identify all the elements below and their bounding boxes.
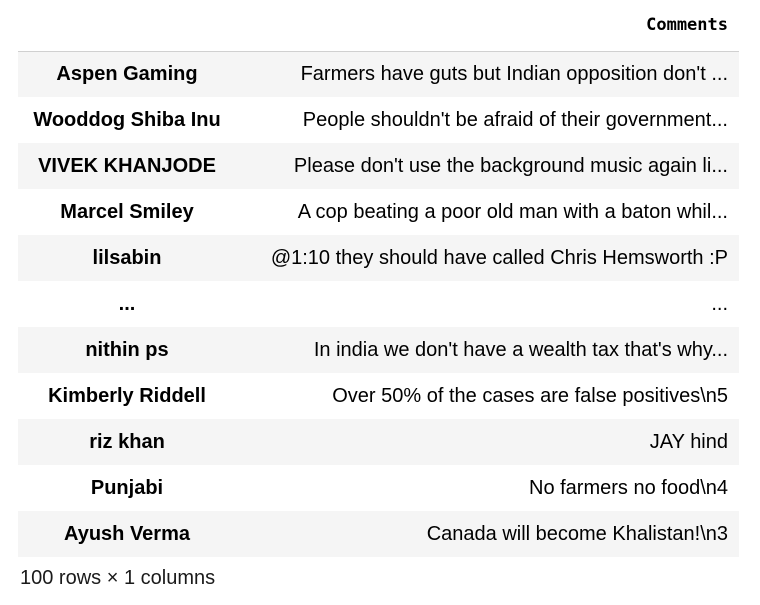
table-row: Kimberly Riddell Over 50% of the cases a… [18, 373, 739, 419]
table-row: Ayush Verma Canada will become Khalistan… [18, 511, 739, 557]
dataframe-container: Comments Aspen Gaming Farmers have guts … [18, 0, 739, 557]
comment-cell: Canada will become Khalistan!\n3 [426, 522, 728, 545]
comment-cell: Over 50% of the cases are false positive… [332, 384, 728, 407]
table-row: riz khan JAY hind [18, 419, 739, 465]
dataframe-table: Comments Aspen Gaming Farmers have guts … [18, 0, 739, 557]
header-row: Comments [18, 0, 739, 52]
comment-cell-ellipsis: ... [711, 292, 728, 315]
table-row: nithin ps In india we don't have a wealt… [18, 327, 739, 373]
table-row: Wooddog Shiba Inu People shouldn't be af… [18, 97, 739, 143]
row-index-ellipsis: ... [118, 292, 136, 315]
comment-cell: No farmers no food\n4 [529, 476, 728, 499]
comment-cell: Farmers have guts but Indian opposition … [300, 62, 728, 85]
comment-cell: People shouldn't be afraid of their gove… [302, 108, 728, 131]
table-row: Marcel Smiley A cop beating a poor old m… [18, 189, 739, 235]
row-index-label: Aspen Gaming [56, 62, 198, 85]
row-index-label: Marcel Smiley [60, 200, 194, 223]
row-index-label: Wooddog Shiba Inu [33, 108, 221, 131]
row-index-label: lilsabin [92, 246, 162, 269]
comment-cell: Please don't use the background music ag… [293, 154, 728, 177]
table-row: lilsabin @1:10 they should have called C… [18, 235, 739, 281]
row-index-label: nithin ps [85, 338, 169, 361]
comment-cell: A cop beating a poor old man with a bato… [297, 200, 728, 223]
comment-cell: @1:10 they should have called Chris Hems… [270, 246, 728, 269]
table-row: Aspen Gaming Farmers have guts but India… [18, 51, 739, 97]
table-row: Punjabi No farmers no food\n4 [18, 465, 739, 511]
row-index-label: VIVEK KHANJODE [38, 154, 216, 177]
row-index-label: Ayush Verma [64, 522, 190, 545]
row-index-label: riz khan [89, 430, 165, 453]
index-header [18, 0, 236, 52]
row-index-label: Kimberly Riddell [48, 384, 206, 407]
comment-cell: In india we don't have a wealth tax that… [313, 338, 728, 361]
table-row: VIVEK KHANJODE Please don't use the back… [18, 143, 739, 189]
row-index-label: Punjabi [90, 476, 164, 499]
dataframe-shape-footer: 100 rows × 1 columns [20, 567, 216, 589]
comment-cell: JAY hind [649, 430, 728, 453]
column-header-comments: Comments [236, 0, 739, 52]
table-row-ellipsis: ... ... [18, 281, 739, 327]
